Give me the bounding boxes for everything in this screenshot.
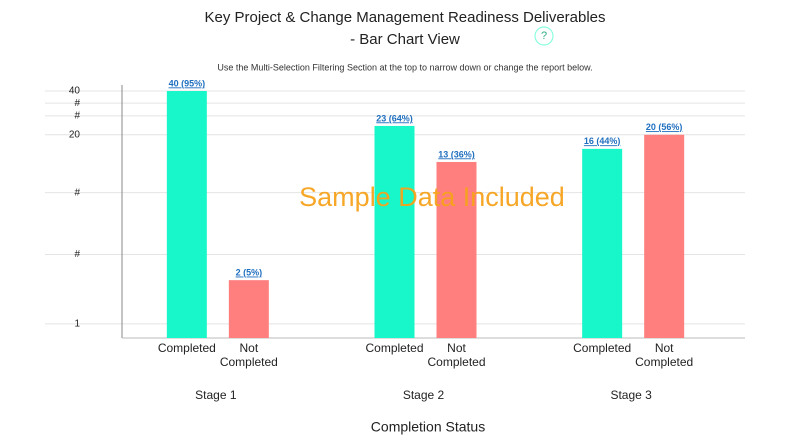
value-label: 13 (36%)	[438, 149, 475, 159]
bar	[644, 134, 685, 338]
category-label: Stage 2	[403, 388, 445, 402]
bar	[436, 161, 477, 338]
value-label: 20 (56%)	[646, 122, 683, 132]
series-label: Completed	[365, 341, 424, 355]
value-label: 23 (64%)	[376, 113, 413, 123]
y-tick-label: #	[74, 249, 80, 260]
chart-title: Key Project & Change Management Readines…	[204, 9, 605, 26]
bar	[228, 280, 269, 338]
value-label: 40 (95%)	[169, 78, 206, 88]
category-label: Stage 1	[195, 388, 237, 402]
value-label: 2 (5%)	[236, 268, 263, 278]
bar	[582, 148, 623, 338]
series-label: Not Completed	[635, 341, 694, 369]
series-label: Not Completed	[427, 341, 486, 369]
bar	[166, 91, 207, 338]
y-tick-label: 20	[69, 129, 81, 140]
series-label: Completed	[573, 341, 632, 355]
help-icon[interactable]: ?	[541, 30, 547, 42]
help-button[interactable]	[534, 26, 554, 46]
y-tick-label: #	[74, 110, 80, 121]
subtitle: Use the Multi-Selection Filtering Sectio…	[217, 62, 592, 72]
y-tick-label: #	[74, 98, 80, 109]
chart-title: - Bar Chart View	[350, 31, 460, 48]
category-label: Stage 3	[610, 388, 652, 402]
series-label: Completed	[157, 341, 216, 355]
y-tick-label: 40	[69, 86, 81, 97]
x-axis-label: Completion Status	[371, 419, 485, 435]
y-tick-label: #	[74, 187, 80, 198]
y-tick-label: 1	[74, 319, 80, 330]
series-label: Not Completed	[219, 341, 278, 369]
watermark: Sample Data Included	[299, 182, 565, 212]
value-label: 16 (44%)	[584, 136, 621, 146]
bar	[374, 125, 415, 338]
